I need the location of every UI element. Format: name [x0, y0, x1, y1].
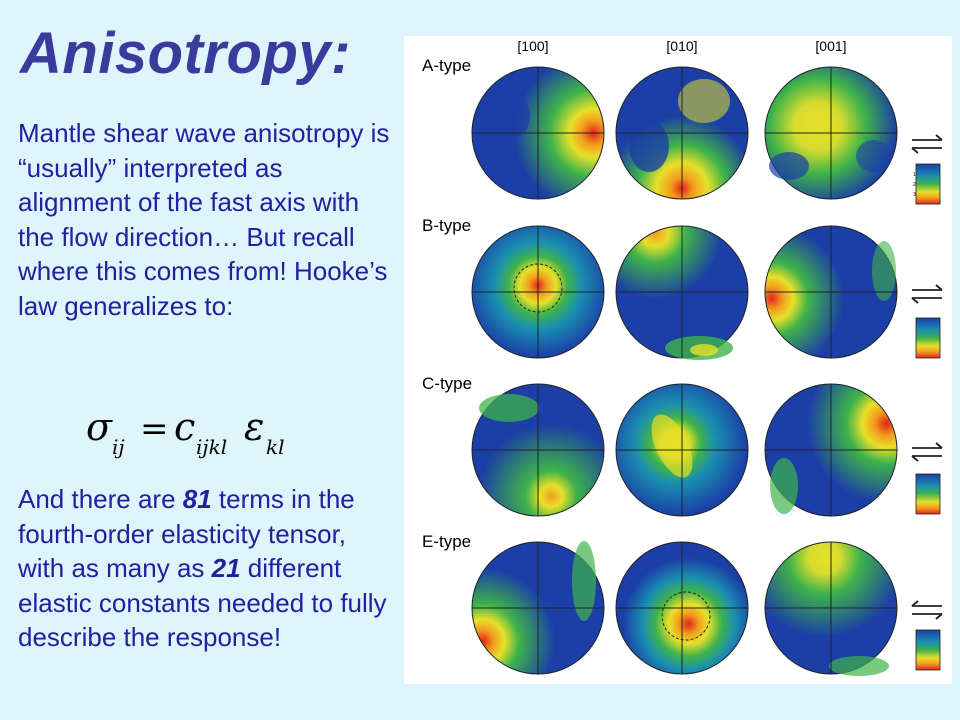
pole-figure-panel: [100] [010] [001] A-type B-type C-type E…	[404, 36, 952, 684]
pole-figure-b-001	[764, 225, 898, 359]
shear-sense-arrow-e	[911, 600, 943, 620]
body-text: Mantle shear wave anisotropy is “usually…	[18, 116, 393, 323]
shear-sense-arrow-c	[911, 442, 943, 462]
paragraph-elastic-constants: And there are 81 terms in the fourth-ord…	[18, 482, 398, 655]
paragraph-hookes-law: Mantle shear wave anisotropy is “usually…	[18, 118, 390, 321]
color-scale-e	[915, 629, 941, 671]
row-label-c-type: C-type	[422, 374, 472, 393]
text-part1: And there are	[18, 484, 183, 514]
color-scale-c	[915, 473, 941, 515]
eq-sigma: σ	[86, 405, 113, 449]
hookes-law-equation: σ ij = c ijkl ε kl	[86, 405, 285, 459]
pole-figure-a-010	[615, 66, 749, 200]
eq-equals: =	[140, 409, 169, 449]
column-label-010: [010]	[666, 38, 697, 54]
row-label-b-type: B-type	[422, 216, 471, 235]
column-label-100: [100]	[517, 38, 548, 54]
shear-sense-arrow-a	[911, 134, 943, 154]
eq-c: c	[174, 405, 195, 449]
pole-figure-b-010	[615, 225, 749, 360]
eq-sigma-subscript: ij	[112, 435, 125, 459]
pole-figure-a-100	[471, 66, 605, 200]
pole-figure-b-100	[471, 225, 605, 359]
column-label-001: [001]	[815, 38, 846, 54]
text-part2: terms in the fourth-order elasticity ten…	[18, 484, 355, 583]
eq-epsilon: ε	[244, 405, 264, 449]
pole-figure-e-010	[615, 541, 749, 675]
pole-figure-c-010	[615, 383, 749, 517]
pole-figure-e-100	[471, 541, 605, 675]
scale-label-3: 3	[913, 192, 916, 198]
pole-figure-a-001	[764, 66, 898, 200]
slide-title: Anisotropy:	[20, 21, 351, 86]
scale-label-1: 1	[913, 172, 916, 178]
pole-figure-e-001	[764, 541, 898, 676]
row-label-e-type: E-type	[422, 532, 471, 551]
eq-epsilon-subscript: kl	[266, 435, 285, 459]
text-part3: different elastic constants needed to fu…	[18, 553, 387, 652]
pole-figures: [100] [010] [001] A-type B-type C-type E…	[422, 38, 943, 676]
number-81: 81	[182, 484, 212, 514]
pole-figure-c-001	[764, 383, 898, 517]
eq-c-subscript: ijkl	[196, 435, 227, 459]
number-21: 21	[211, 553, 241, 583]
color-scale-a	[915, 163, 941, 205]
row-label-a-type: A-type	[422, 56, 471, 75]
shear-sense-arrow-b	[911, 284, 943, 304]
color-scale-b	[915, 317, 941, 359]
pole-figure-c-100	[471, 383, 605, 517]
scale-label-2: 2	[913, 182, 916, 188]
